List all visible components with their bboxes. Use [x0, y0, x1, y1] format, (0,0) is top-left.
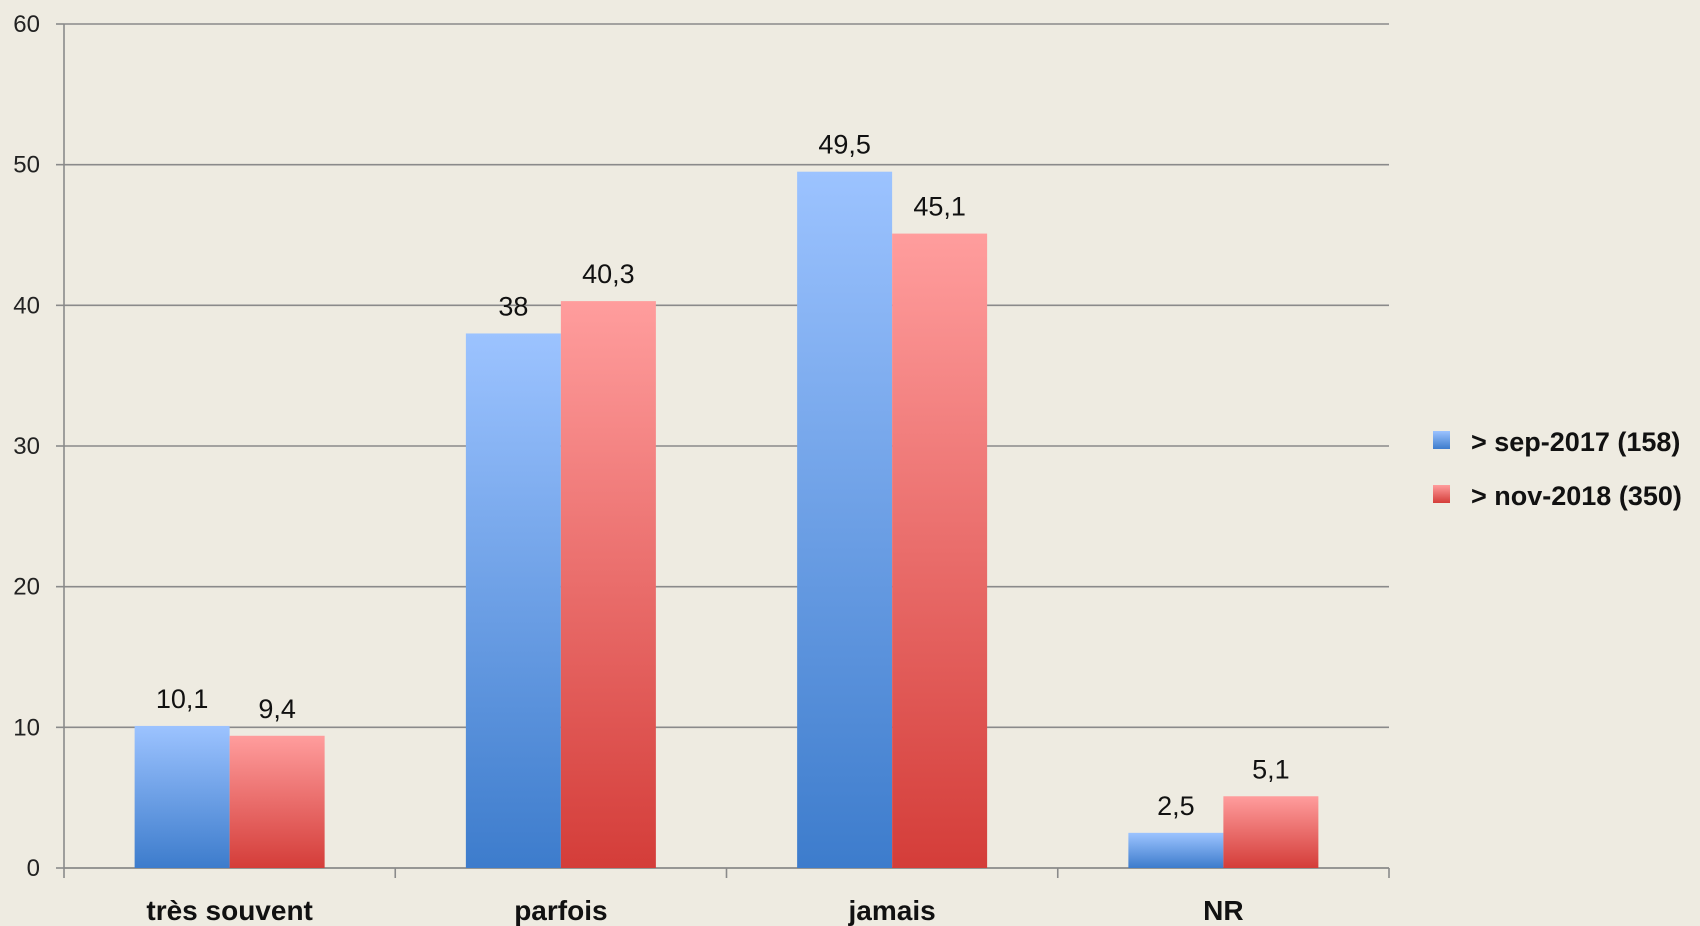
data-label: 45,1	[913, 192, 966, 222]
x-category-label: NR	[1203, 895, 1243, 926]
bar-series-2-0	[229, 735, 325, 868]
y-tick-label: 0	[27, 855, 40, 882]
x-category-label: parfois	[514, 895, 607, 926]
data-label: 38	[498, 291, 528, 321]
y-tick-label: 20	[13, 574, 40, 601]
gridlines	[64, 23, 1389, 869]
data-label: 40,3	[582, 259, 635, 289]
bar-series-2-2	[892, 233, 988, 869]
legend-swatch-1	[1433, 431, 1450, 449]
data-label: 5,1	[1252, 754, 1290, 784]
x-category-label: très souvent	[146, 895, 313, 926]
legend-label-2: > nov-2018 (350)	[1471, 481, 1682, 511]
bar-series-2-1	[560, 301, 656, 868]
y-tick-label: 30	[13, 433, 40, 460]
axes: 0 10 20 30 40 50 60 très souvent parfois jamais NR	[13, 11, 1390, 926]
bar-series-2-3	[1223, 796, 1319, 868]
data-label: 10,1	[156, 684, 209, 714]
y-tick-label: 40	[13, 292, 40, 319]
data-labels: 10,1 9,4 38 40,3 49,5 45,1 2,5 5,1	[156, 130, 1290, 821]
legend-label-1: > sep-2017 (158)	[1471, 427, 1680, 457]
legend-swatch-2	[1433, 485, 1450, 503]
data-label: 49,5	[818, 130, 871, 160]
data-label: 9,4	[258, 694, 296, 724]
y-tick-label: 60	[13, 11, 40, 38]
bar-series-1-0	[134, 725, 230, 868]
data-label: 2,5	[1157, 791, 1195, 821]
bar-series-1-2	[797, 171, 893, 868]
bar-series-1-1	[465, 333, 561, 868]
x-category-label: jamais	[848, 895, 936, 926]
bars	[134, 171, 1319, 869]
y-tick-label: 10	[13, 714, 40, 741]
legend: > sep-2017 (158) > nov-2018 (350)	[1433, 427, 1682, 511]
y-tick-label: 50	[13, 152, 40, 179]
bar-series-1-3	[1128, 832, 1224, 868]
